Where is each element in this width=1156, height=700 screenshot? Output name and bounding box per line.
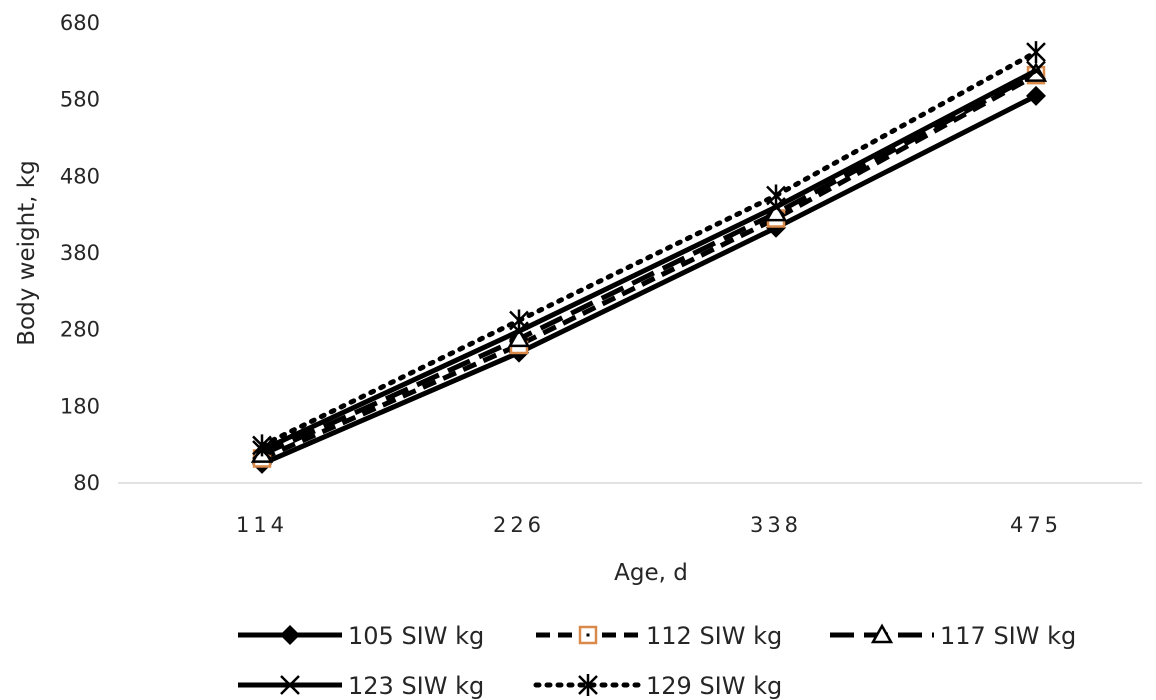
legend: 105 SIW kg 112 SIW kg 117 SIW kg 123 SIW kg… xyxy=(238,622,1076,700)
legend-label: 112 SIW kg xyxy=(646,622,782,650)
series-line xyxy=(259,49,1039,448)
series-layer xyxy=(250,41,1048,474)
data-point xyxy=(1026,85,1046,106)
legend-item: 117 SIW kg xyxy=(830,622,1076,650)
series-line xyxy=(260,68,1038,453)
x-tick-label: 114 xyxy=(236,513,288,537)
legend-marker xyxy=(578,674,598,696)
data-point xyxy=(507,327,531,348)
x-tick-label: 338 xyxy=(750,513,802,537)
legend-marker xyxy=(280,625,300,645)
y-axis-title: Body weight, kg xyxy=(14,160,40,345)
y-tick-label: 180 xyxy=(60,394,100,418)
legend-marker xyxy=(870,623,894,644)
legend-label: 129 SIW kg xyxy=(646,672,782,700)
series-4 xyxy=(252,60,1046,460)
series-3 xyxy=(250,62,1048,463)
legend-marker xyxy=(280,675,300,695)
data-point xyxy=(509,309,529,332)
data-point xyxy=(1026,41,1046,64)
data-point xyxy=(252,434,272,457)
tick-labels: 80 180 280 380 480 580 680 114 226 338 475 xyxy=(60,11,1062,537)
y-tick-label: 580 xyxy=(60,88,100,112)
legend-label: 123 SIW kg xyxy=(348,672,484,700)
y-tick-label: 480 xyxy=(60,164,100,188)
legend-label: 105 SIW kg xyxy=(348,622,484,650)
x-tick-label: 475 xyxy=(1010,513,1062,537)
x-axis-title: Age, d xyxy=(614,560,688,586)
series-line xyxy=(260,72,1038,461)
legend-item: 123 SIW kg xyxy=(238,672,484,700)
series-line xyxy=(261,93,1038,467)
y-tick-label: 80 xyxy=(73,471,100,495)
y-tick-label: 380 xyxy=(60,241,100,265)
y-tick-label: 280 xyxy=(60,318,100,342)
legend-marker xyxy=(578,625,598,645)
series-line xyxy=(260,71,1038,457)
legend-label: 117 SIW kg xyxy=(940,622,1076,650)
x-tick-label: 226 xyxy=(493,513,545,537)
series-5 xyxy=(252,41,1046,457)
legend-item: 129 SIW kg xyxy=(533,672,782,700)
legend-item: 112 SIW kg xyxy=(536,622,782,650)
data-point xyxy=(766,184,786,207)
legend-item: 105 SIW kg xyxy=(238,622,484,650)
data-point xyxy=(1026,60,1046,81)
y-tick-label: 680 xyxy=(60,11,100,35)
